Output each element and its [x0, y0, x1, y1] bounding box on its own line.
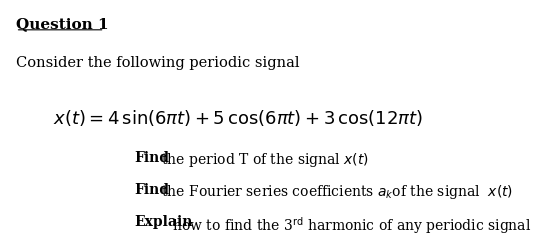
Text: Find: Find — [134, 183, 169, 197]
Text: Question 1: Question 1 — [16, 17, 108, 31]
Text: Consider the following periodic signal: Consider the following periodic signal — [16, 56, 299, 70]
Text: the period T of the signal $x(t)$: the period T of the signal $x(t)$ — [157, 151, 368, 169]
Text: Explain: Explain — [134, 215, 192, 229]
Text: the Fourier series coefficients $a_k$of the signal  $x(t)$: the Fourier series coefficients $a_k$of … — [157, 183, 513, 201]
Text: how to find the 3$^{\rm rd}$ harmonic of any periodic signal: how to find the 3$^{\rm rd}$ harmonic of… — [168, 215, 532, 236]
Text: Find: Find — [134, 151, 169, 165]
Text: $x(t) = 4\,\sin(6\pi t) + 5\,\cos(6\pi t) + 3\,\cos(12\pi t)$: $x(t) = 4\,\sin(6\pi t) + 5\,\cos(6\pi t… — [53, 108, 423, 128]
